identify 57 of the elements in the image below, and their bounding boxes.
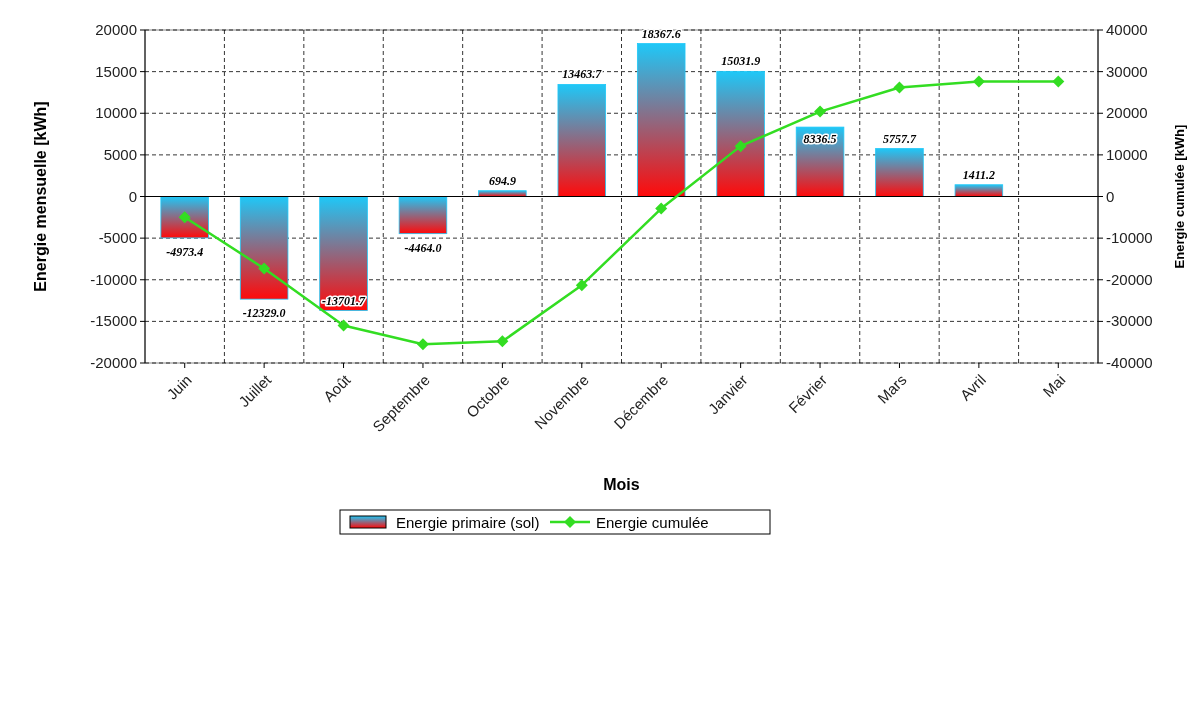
- bar: [239, 196, 289, 300]
- x-tick-label: Juin: [163, 371, 195, 403]
- data-label: -4973.4: [166, 244, 204, 259]
- point: [337, 319, 350, 332]
- point: [575, 279, 588, 292]
- bar: [954, 184, 1004, 197]
- data-label: 694.9: [488, 173, 516, 188]
- y-tick-label: -20000: [90, 354, 137, 371]
- y2-axis-title: Energie cumulée [kWh]: [1172, 124, 1187, 269]
- data-label: 15031.9: [721, 54, 761, 69]
- data-label: -13701.7: [322, 293, 367, 308]
- y-tick-label: -10000: [90, 270, 137, 288]
- data-label: -12329.0: [242, 306, 286, 321]
- y-tick-label: 20000: [95, 21, 137, 38]
- bar: [160, 196, 209, 239]
- y2-tick-label: 40000: [1106, 21, 1148, 38]
- data-label: 8336.5: [803, 132, 837, 147]
- data-label: 1411.2: [962, 167, 996, 182]
- y-tick-label: 10000: [95, 104, 137, 122]
- data-label: 5757.7: [882, 131, 917, 146]
- bar: [557, 84, 607, 197]
- y-axis-title: Energie mensuelle [kWh]: [32, 101, 49, 292]
- y-tick-label: -5000: [98, 229, 137, 247]
- x-tick-label: Mai: [1039, 371, 1069, 401]
- point: [655, 202, 668, 215]
- point: [893, 81, 906, 94]
- y-tick-label: 5000: [103, 145, 137, 163]
- legend-label: Energie cumulée: [596, 514, 709, 531]
- y2-tick-label: -10000: [1106, 229, 1153, 247]
- point: [416, 338, 429, 351]
- point: [814, 105, 827, 118]
- y2-tick-label: 0: [1106, 187, 1115, 205]
- bar: [319, 196, 368, 311]
- y-tick-label: 0: [128, 187, 137, 205]
- data-label: 18367.6: [641, 26, 681, 41]
- y2-tick-label: -30000: [1106, 312, 1153, 330]
- point: [972, 75, 985, 88]
- y2-tick-label: 10000: [1106, 145, 1148, 163]
- point: [496, 335, 509, 348]
- bar: [398, 196, 448, 235]
- bar: [636, 43, 686, 197]
- y2-tick-label: -40000: [1106, 354, 1153, 371]
- bar: [875, 148, 924, 197]
- bar: [716, 70, 765, 197]
- point: [258, 262, 271, 275]
- point: [734, 140, 747, 153]
- legend-label: Energie primaire (sol): [396, 514, 540, 531]
- data-label: 13463.7: [562, 67, 603, 82]
- y2-tick-label: 30000: [1106, 62, 1148, 80]
- x-axis-title: Mois: [603, 476, 640, 493]
- data-label: -4464.0: [404, 240, 442, 255]
- y2-tick-label: 20000: [1106, 104, 1148, 122]
- y2-tick-label: -20000: [1106, 270, 1153, 288]
- y-tick-label: 15000: [95, 62, 137, 80]
- y-tick-label: -15000: [90, 312, 137, 330]
- point: [1052, 75, 1065, 88]
- bar: [478, 190, 527, 197]
